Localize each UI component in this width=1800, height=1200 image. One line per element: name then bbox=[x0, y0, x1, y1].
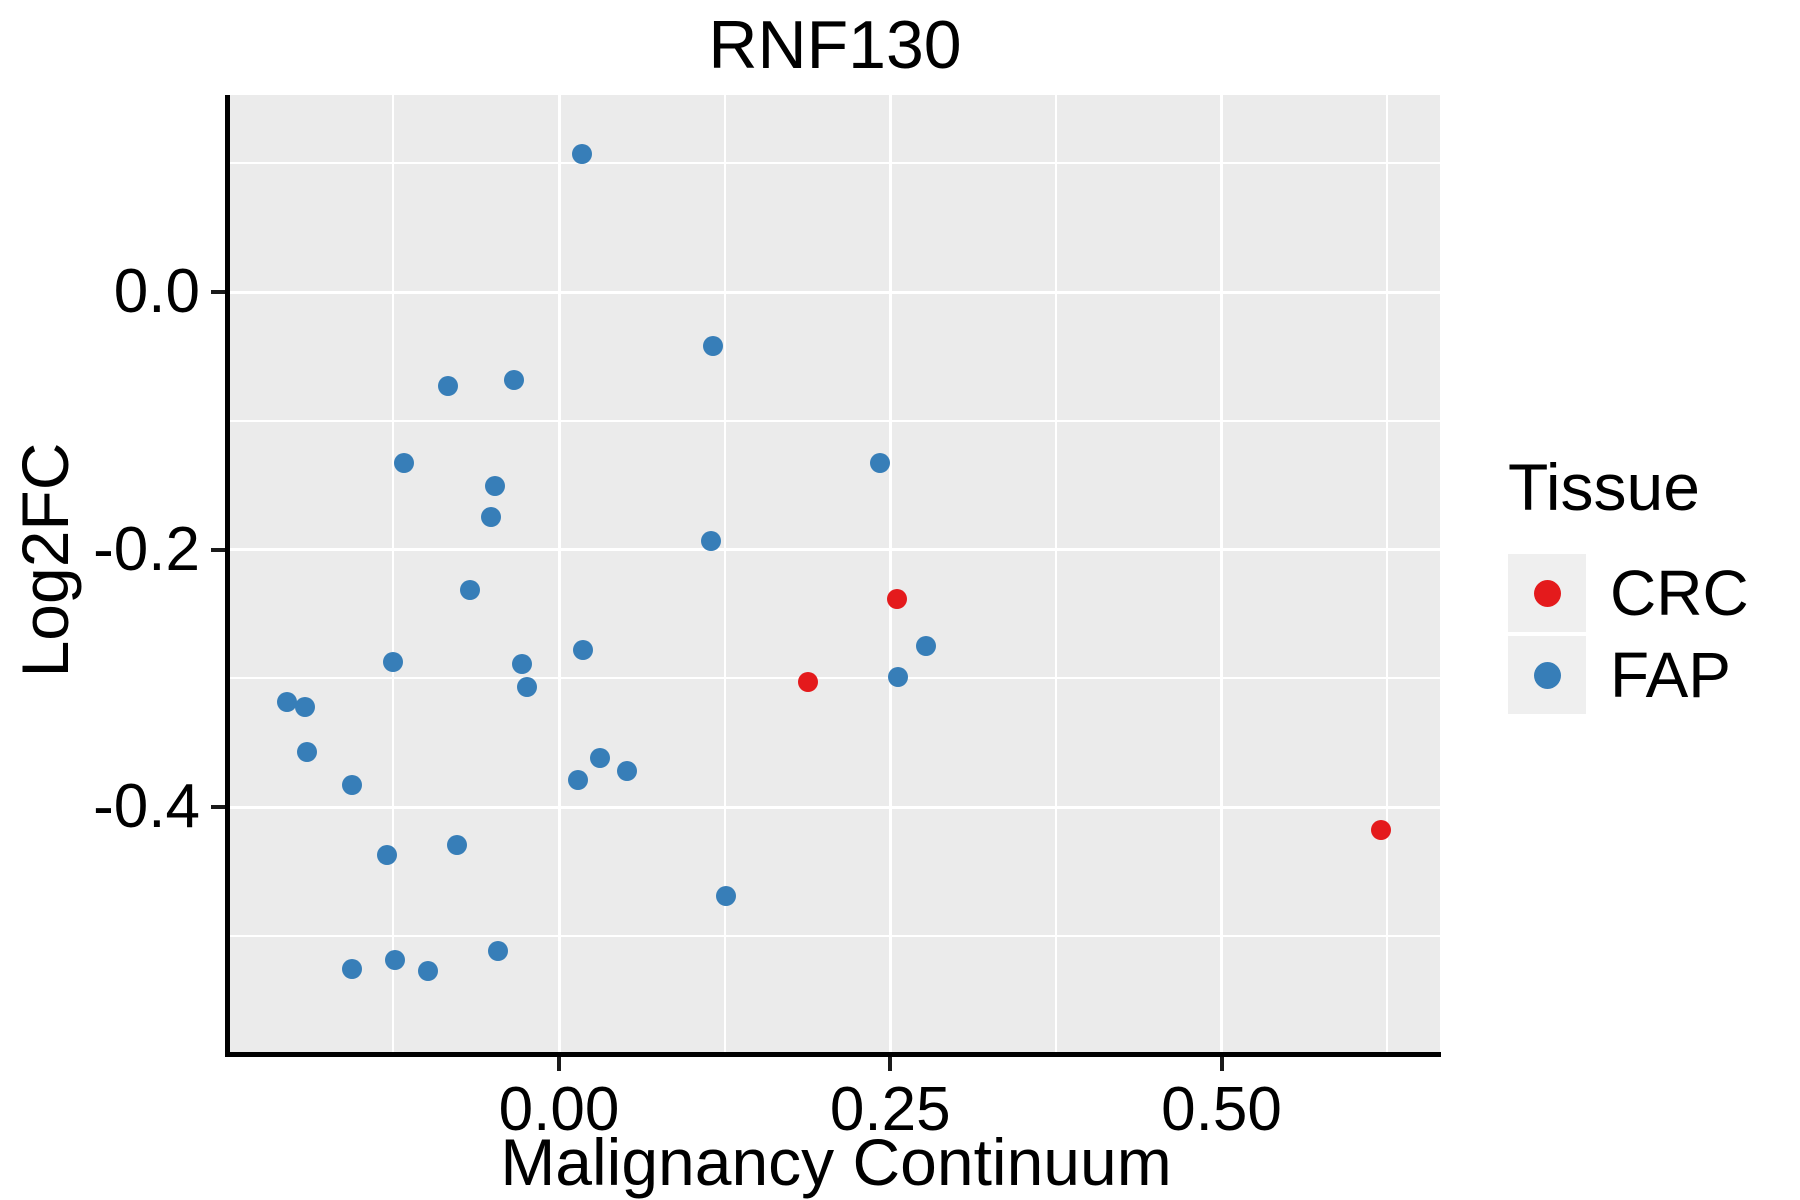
legend-key-box bbox=[1508, 554, 1586, 632]
x-major-gridline bbox=[1220, 95, 1223, 1052]
data-point-fap bbox=[383, 651, 404, 672]
y-axis-title: Log2FC bbox=[8, 442, 82, 678]
x-axis-tick bbox=[888, 1057, 893, 1071]
x-axis-tick bbox=[1219, 1057, 1224, 1071]
x-axis-tick bbox=[557, 1057, 561, 1071]
legend-key-box bbox=[1508, 636, 1586, 714]
data-point-fap bbox=[517, 677, 538, 698]
data-point-fap bbox=[342, 959, 363, 980]
data-point-fap bbox=[277, 691, 298, 712]
y-major-gridline bbox=[230, 548, 1440, 552]
data-point-fap bbox=[417, 960, 438, 981]
y-major-gridline bbox=[230, 290, 1440, 294]
y-tick-label: 0.0 bbox=[113, 257, 200, 326]
data-point-fap bbox=[384, 950, 405, 971]
x-tick-label: 0.50 bbox=[1161, 1075, 1282, 1144]
data-point-fap bbox=[294, 696, 315, 717]
x-minor-gridline bbox=[1386, 95, 1389, 1052]
y-tick-label: -0.4 bbox=[93, 772, 200, 842]
y-tick-label: -0.2 bbox=[93, 514, 200, 584]
data-point-fap bbox=[916, 636, 937, 657]
data-point-fap bbox=[503, 369, 524, 390]
data-point-crc bbox=[1370, 820, 1391, 841]
x-major-gridline bbox=[557, 95, 561, 1052]
data-point-fap bbox=[571, 144, 592, 165]
data-point-fap bbox=[481, 507, 502, 528]
legend-entry-fap: FAP bbox=[1508, 636, 1788, 714]
data-point-fap bbox=[297, 741, 318, 762]
data-point-fap bbox=[567, 770, 588, 791]
plot-title: RNF130 bbox=[708, 7, 962, 83]
data-point-crc bbox=[798, 672, 819, 693]
y-minor-gridline bbox=[230, 677, 1440, 680]
legend-label-crc: CRC bbox=[1610, 557, 1749, 629]
legend: Tissue CRC FAP bbox=[1508, 452, 1788, 718]
data-point-fap bbox=[572, 640, 593, 661]
data-point-fap bbox=[485, 476, 506, 497]
data-point-fap bbox=[888, 667, 909, 688]
data-point-fap bbox=[590, 748, 611, 769]
y-axis-tick bbox=[211, 805, 225, 810]
y-major-gridline bbox=[230, 805, 1440, 809]
data-point-fap bbox=[702, 336, 723, 357]
data-point-fap bbox=[446, 834, 467, 855]
x-tick-label: 0.00 bbox=[498, 1075, 620, 1144]
y-axis-tick bbox=[211, 290, 225, 294]
x-minor-gridline bbox=[1054, 95, 1057, 1052]
data-point-fap bbox=[342, 775, 363, 796]
y-minor-gridline bbox=[230, 162, 1440, 165]
plot-panel bbox=[230, 95, 1440, 1052]
data-point-fap bbox=[488, 941, 509, 962]
data-point-crc bbox=[886, 588, 907, 609]
data-point-fap bbox=[393, 453, 414, 474]
legend-label-fap: FAP bbox=[1610, 639, 1731, 711]
x-minor-gridline bbox=[723, 95, 726, 1052]
data-point-fap bbox=[460, 579, 481, 600]
y-axis-tick bbox=[211, 547, 225, 552]
data-point-fap bbox=[437, 376, 458, 397]
x-axis-line bbox=[225, 1052, 1441, 1057]
x-tick-label: 0.25 bbox=[829, 1075, 951, 1144]
y-axis-line bbox=[225, 95, 230, 1057]
data-point-fap bbox=[376, 844, 397, 865]
legend-entry-crc: CRC bbox=[1508, 554, 1788, 632]
data-point-fap bbox=[701, 530, 722, 551]
crc-marker-icon bbox=[1533, 579, 1561, 607]
x-axis-title: Malignancy Continuum bbox=[500, 1125, 1172, 1199]
legend-title: Tissue bbox=[1508, 450, 1700, 524]
y-minor-gridline bbox=[230, 419, 1440, 422]
fap-marker-icon bbox=[1533, 661, 1561, 689]
x-minor-gridline bbox=[392, 95, 395, 1052]
data-point-fap bbox=[869, 453, 890, 474]
data-point-fap bbox=[616, 761, 637, 782]
data-point-fap bbox=[511, 654, 532, 675]
y-minor-gridline bbox=[230, 935, 1440, 937]
data-point-fap bbox=[715, 886, 736, 907]
x-major-gridline bbox=[888, 95, 892, 1052]
